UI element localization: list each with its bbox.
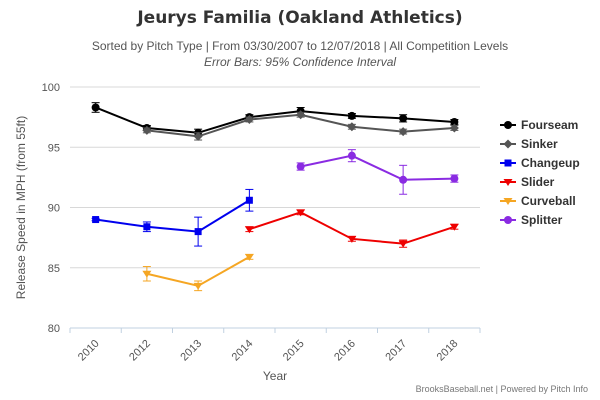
- data-point-splitter: [347, 151, 356, 160]
- x-axis-title: Year: [263, 369, 287, 383]
- series-changeup: [91, 188, 254, 247]
- legend-item-fourseam[interactable]: Fourseam: [500, 118, 578, 132]
- data-point-curveball: [142, 270, 152, 278]
- data-point-slider: [296, 209, 306, 217]
- legend-label: Splitter: [521, 213, 563, 227]
- data-point-changeup: [245, 196, 253, 204]
- legend-label: Curveball: [521, 194, 576, 208]
- axes: 80 85 90 95 100 2010 2012 2013 2014 2015 2016 2017 2…: [14, 82, 481, 383]
- data-point-slider: [347, 235, 357, 243]
- legend-label: Slider: [521, 175, 555, 189]
- data-point-sinker: [142, 125, 152, 135]
- data-point-curveball: [244, 253, 254, 261]
- data-point-fourseam: [91, 103, 100, 112]
- x-tick-label: 2015: [281, 338, 307, 364]
- series-sinker: [142, 110, 459, 141]
- legend-marker: [503, 179, 513, 186]
- legend-item-sinker[interactable]: Sinker: [500, 137, 558, 151]
- data-point-splitter: [450, 174, 459, 183]
- series-splitter: [296, 149, 459, 195]
- data-point-fourseam: [450, 117, 459, 126]
- data-point-splitter: [296, 162, 305, 171]
- x-tick-label: 2017: [383, 338, 409, 364]
- series-slider: [244, 209, 459, 248]
- data-point-sinker: [193, 131, 203, 141]
- series-group: [91, 102, 459, 292]
- legend-item-changeup[interactable]: Changeup: [500, 156, 580, 170]
- y-axis-title: Release Speed in MPH (from 55ft): [14, 116, 28, 299]
- legend-item-splitter[interactable]: Splitter: [500, 213, 563, 227]
- chart-subtitle: Sorted by Pitch Type | From 03/30/2007 t…: [91, 39, 509, 53]
- data-point-sinker: [347, 122, 357, 132]
- data-point-splitter: [399, 175, 408, 184]
- data-point-sinker: [398, 127, 408, 137]
- legend-label: Changeup: [521, 156, 580, 170]
- x-tick-label: 2013: [178, 338, 204, 364]
- credits[interactable]: BrooksBaseball.net | Powered by Pitch In…: [415, 384, 588, 394]
- data-point-fourseam: [347, 111, 356, 120]
- data-point-slider: [398, 240, 408, 248]
- data-point-curveball: [193, 282, 203, 290]
- grid-lines: [70, 86, 480, 329]
- data-point-sinker: [244, 115, 254, 125]
- legend: Fourseam Sinker Changeup Slider Curveball Spl…: [500, 118, 580, 227]
- chart-subtitle-error-bars: Error Bars: 95% Confidence Interval: [203, 55, 397, 69]
- legend-label: Sinker: [521, 137, 558, 151]
- x-tick-label: 2016: [332, 338, 358, 364]
- y-tick-label: 100: [42, 82, 60, 94]
- legend-label: Fourseam: [521, 118, 578, 132]
- data-point-changeup: [194, 228, 202, 236]
- legend-marker: [504, 159, 512, 167]
- y-tick-label: 95: [48, 142, 60, 154]
- series-line-fourseam: [95, 106, 455, 134]
- legend-item-slider[interactable]: Slider: [500, 175, 555, 189]
- data-point-changeup: [92, 216, 100, 224]
- legend-item-curveball[interactable]: Curveball: [500, 194, 576, 208]
- y-tick-label: 85: [48, 263, 60, 275]
- series-line-splitter: [300, 154, 455, 181]
- legend-marker: [503, 139, 513, 149]
- x-tick-label: 2012: [127, 338, 153, 364]
- data-point-slider: [244, 226, 254, 234]
- legend-marker: [504, 121, 512, 129]
- x-tick-label: 2010: [76, 338, 102, 364]
- chart-title: Jeurys Familia (Oakland Athletics): [137, 8, 463, 28]
- data-point-changeup: [143, 223, 151, 231]
- x-tick-label: 2018: [435, 338, 461, 364]
- data-point-sinker: [449, 123, 459, 133]
- y-tick-label: 90: [48, 203, 60, 215]
- y-tick-label: 80: [48, 323, 60, 335]
- data-point-fourseam: [399, 114, 408, 123]
- data-point-sinker: [296, 110, 306, 120]
- series-line-changeup: [95, 199, 250, 233]
- series-curveball: [142, 253, 254, 292]
- data-point-slider: [449, 223, 459, 231]
- legend-marker: [504, 216, 512, 224]
- x-tick-label: 2014: [230, 338, 256, 364]
- legend-marker: [503, 198, 513, 205]
